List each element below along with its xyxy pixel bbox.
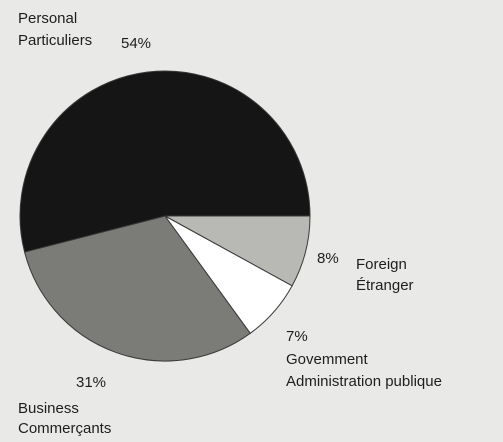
- label-business-en: Business: [18, 400, 79, 417]
- label-government-en: Govemment: [286, 351, 368, 368]
- label-foreign-en: Foreign: [356, 256, 407, 273]
- label-government-fr: Administration publique: [286, 373, 442, 390]
- value-business: 31%: [76, 374, 107, 391]
- label-personal-fr: Particuliers: [18, 32, 93, 49]
- value-personal: 54%: [121, 35, 152, 52]
- value-foreign: 8%: [317, 250, 339, 267]
- label-business-fr: Commerçants: [18, 420, 112, 437]
- pie-slices: [19, 70, 311, 362]
- pie-slice-business: [23, 215, 251, 362]
- label-foreign-fr: Étranger: [356, 277, 414, 294]
- value-government: 7%: [286, 328, 308, 345]
- label-personal-en: Personal: [18, 10, 78, 27]
- pie-slice-personal: [19, 70, 311, 253]
